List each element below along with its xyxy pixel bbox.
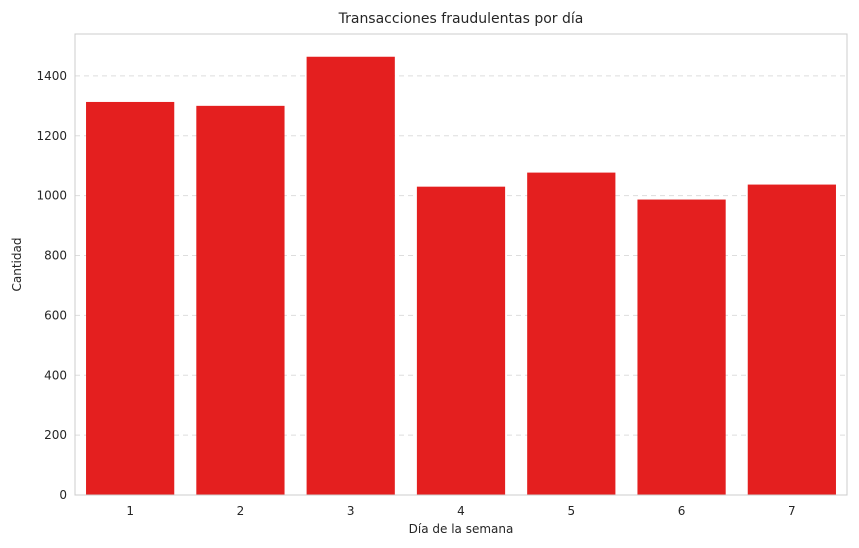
- x-tick-label: 7: [788, 504, 796, 518]
- bar: [527, 172, 616, 495]
- y-tick-label: 0: [59, 488, 67, 502]
- bar: [747, 184, 836, 496]
- y-tick-label: 200: [44, 428, 67, 442]
- y-tick-label: 800: [44, 249, 67, 263]
- chart-title: Transacciones fraudulentas por día: [338, 11, 584, 27]
- y-axis-label: Cantidad: [10, 238, 24, 292]
- x-axis-ticks: 1 2 3 4 5 6 7: [126, 504, 795, 518]
- y-axis-ticks: 0 200 400 600 800 1000 1200 1400: [36, 69, 67, 502]
- bars: [86, 56, 836, 496]
- y-tick-label: 1000: [36, 189, 67, 203]
- y-tick-label: 600: [44, 308, 67, 322]
- bar: [637, 199, 726, 496]
- y-tick-label: 1400: [36, 69, 67, 83]
- y-tick-label: 400: [44, 368, 67, 382]
- x-tick-label: 5: [567, 504, 575, 518]
- x-tick-label: 3: [347, 504, 355, 518]
- y-tick-label: 1200: [36, 129, 67, 143]
- bar: [86, 101, 175, 495]
- x-tick-label: 6: [678, 504, 686, 518]
- bar: [416, 186, 506, 496]
- x-tick-label: 1: [126, 504, 134, 518]
- bar: [196, 105, 285, 496]
- x-tick-label: 2: [237, 504, 245, 518]
- bar: [306, 56, 395, 496]
- plot-frame: [74, 33, 848, 496]
- x-tick-label: 4: [457, 504, 465, 518]
- x-axis-label: Día de la semana: [409, 522, 514, 536]
